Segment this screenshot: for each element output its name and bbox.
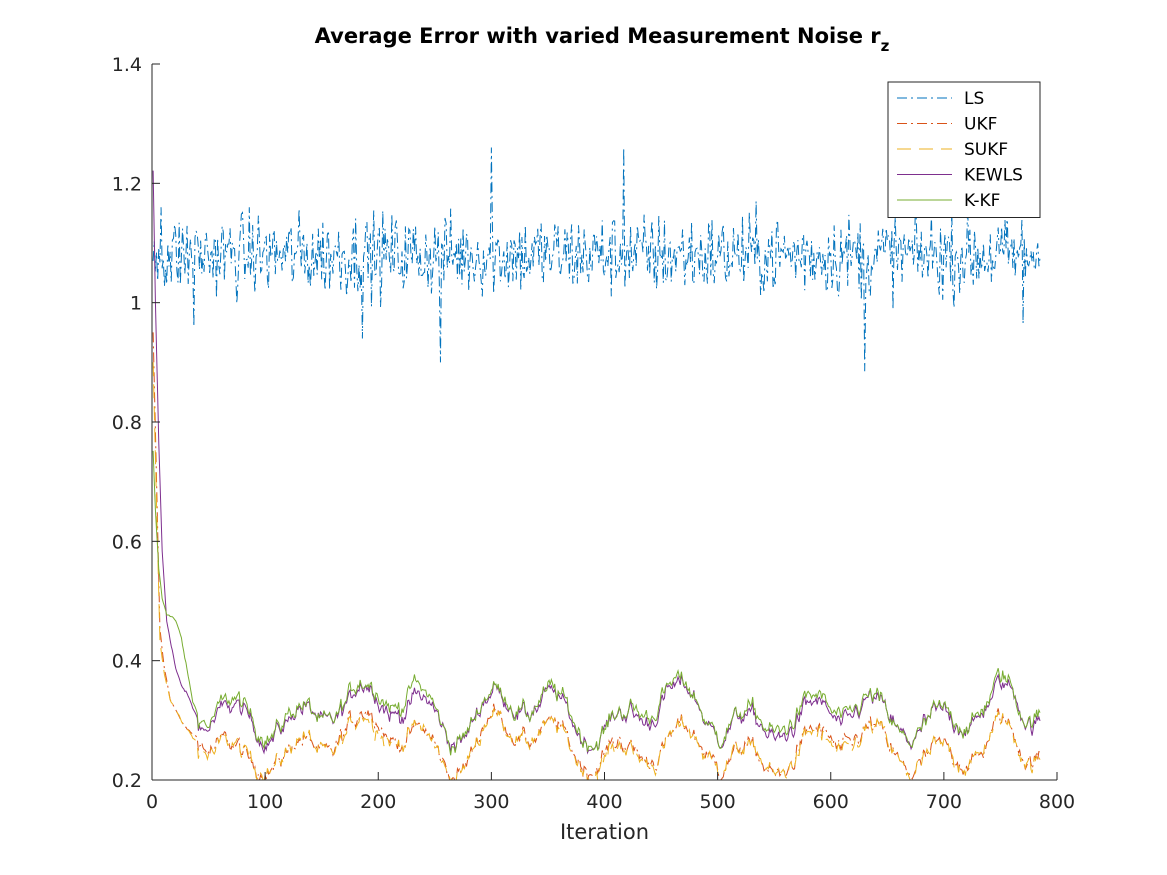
y-tick-label: 0.4 <box>112 651 142 673</box>
x-tick-label: 100 <box>247 791 283 813</box>
y-tick-label: 0.8 <box>112 412 142 434</box>
legend-label-sukf: SUKF <box>964 140 1008 160</box>
axes-layer: 0 100 200 300 400 500 600 700 800 0.2 0.4 0.6 0.8 1 1.… <box>112 54 1075 844</box>
legend-label-ukf: UKF <box>964 115 997 135</box>
series-layer <box>152 147 1041 780</box>
y-tick-label: 1.2 <box>112 173 142 195</box>
chart-title-main: Average Error with varied Measurement No… <box>315 24 882 48</box>
series-line-ls <box>152 147 1041 372</box>
legend-label-ls: LS <box>964 89 984 109</box>
y-tick-label: 0.6 <box>112 531 142 553</box>
legend: LS UKF SUKF KEWLS K-KF <box>887 81 1041 218</box>
legend-label-kewls: KEWLS <box>964 166 1023 186</box>
series-line-k-kf <box>152 450 1041 756</box>
x-tick-label: 800 <box>1039 791 1075 813</box>
y-tick-label: 0.2 <box>112 770 142 792</box>
chart-title: Average Error with varied Measurement No… <box>315 24 890 55</box>
y-tick-label: 1 <box>130 293 142 315</box>
x-tick-label: 0 <box>146 791 158 813</box>
chart-title-subscript: z <box>881 37 890 55</box>
x-axis-label: Iteration <box>560 820 649 844</box>
series-line-sukf <box>152 362 1041 780</box>
x-tick-label: 400 <box>586 791 622 813</box>
legend-label-k-kf: K-KF <box>964 191 1000 211</box>
x-tick-label: 500 <box>699 791 735 813</box>
x-tick-label: 700 <box>926 791 962 813</box>
y-tick-label: 1.4 <box>112 54 142 76</box>
x-tick-label: 300 <box>473 791 509 813</box>
x-tick-label: 600 <box>813 791 849 813</box>
legend-box <box>887 81 1041 218</box>
x-tick-label: 200 <box>360 791 396 813</box>
